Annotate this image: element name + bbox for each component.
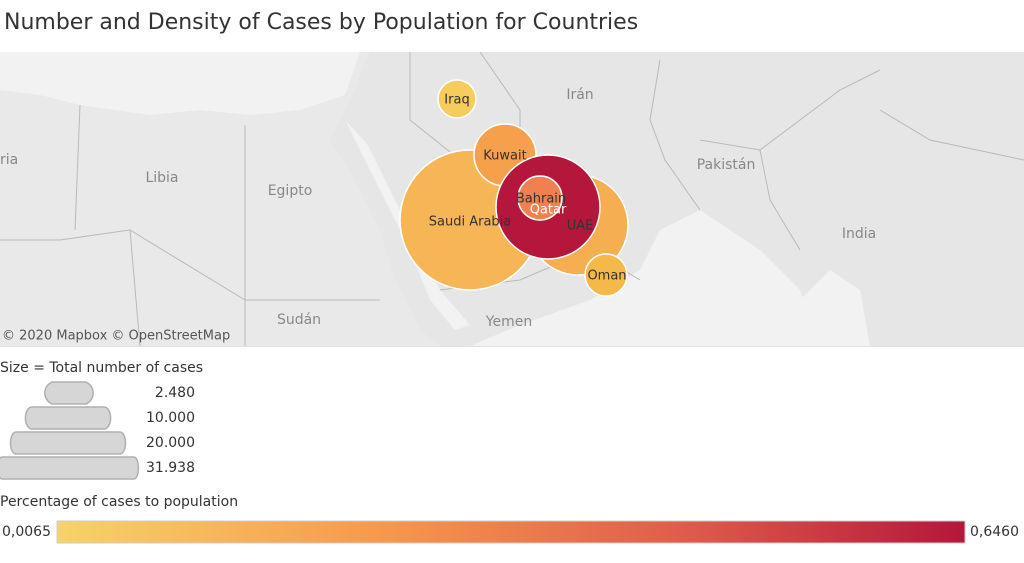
size-legend-item: 10.000 bbox=[146, 410, 195, 426]
place-label: Pakistán bbox=[697, 157, 756, 173]
bubble[interactable] bbox=[584, 253, 628, 297]
size-swatch bbox=[24, 406, 112, 430]
place-label: Sudán bbox=[277, 312, 321, 328]
place-label: Egipto bbox=[268, 183, 313, 199]
border bbox=[649, 59, 701, 211]
attribution: © 2020 Mapbox © OpenStreetMap bbox=[2, 329, 230, 344]
color-ramp bbox=[56, 520, 966, 544]
size-legend-item: 20.000 bbox=[146, 435, 195, 451]
bubble[interactable] bbox=[437, 79, 477, 119]
place-label: Libia bbox=[145, 170, 178, 186]
bubble[interactable] bbox=[517, 175, 563, 221]
size-legend-title: Size = Total number of cases bbox=[0, 360, 203, 376]
africa bbox=[0, 52, 440, 346]
title: Number and Density of Cases by Populatio… bbox=[4, 10, 638, 35]
bubble-label: Saudi Arabia bbox=[429, 215, 512, 230]
size-legend-item: 31.938 bbox=[146, 460, 195, 476]
mediterranean bbox=[0, 52, 360, 115]
color-legend-max: 0,6460 bbox=[970, 524, 1019, 540]
border bbox=[879, 109, 1024, 161]
arabian-sea bbox=[470, 210, 820, 346]
border bbox=[244, 125, 380, 301]
color-legend-title: Percentage of cases to population bbox=[0, 494, 238, 510]
bay bbox=[780, 270, 870, 346]
bubble-label: Iraq bbox=[444, 93, 469, 108]
size-swatch bbox=[0, 456, 140, 480]
map: Irán Libia Egipto Pakistán India Sudán Y… bbox=[0, 52, 1024, 346]
border bbox=[74, 104, 81, 231]
bubble-label: Oman bbox=[587, 269, 626, 284]
place-label: Yemen bbox=[485, 314, 532, 330]
size-swatch bbox=[9, 431, 127, 455]
size-legend-shapes bbox=[0, 381, 140, 480]
border bbox=[759, 149, 801, 251]
place-label: ria bbox=[0, 152, 18, 168]
border bbox=[129, 229, 141, 346]
border bbox=[699, 69, 881, 151]
bubbles bbox=[399, 79, 629, 297]
place-label: India bbox=[842, 226, 876, 242]
bubble-label: UAE bbox=[567, 219, 594, 234]
place-label: Irán bbox=[566, 87, 593, 103]
size-legend-item: 2.480 bbox=[155, 385, 195, 401]
bubble-label: Kuwait bbox=[483, 149, 526, 164]
size-swatch bbox=[44, 381, 94, 405]
bubble-label: Qatar bbox=[530, 203, 567, 218]
color-legend-min: 0,0065 bbox=[2, 524, 51, 540]
bubble-label: Bahrain bbox=[516, 192, 566, 207]
